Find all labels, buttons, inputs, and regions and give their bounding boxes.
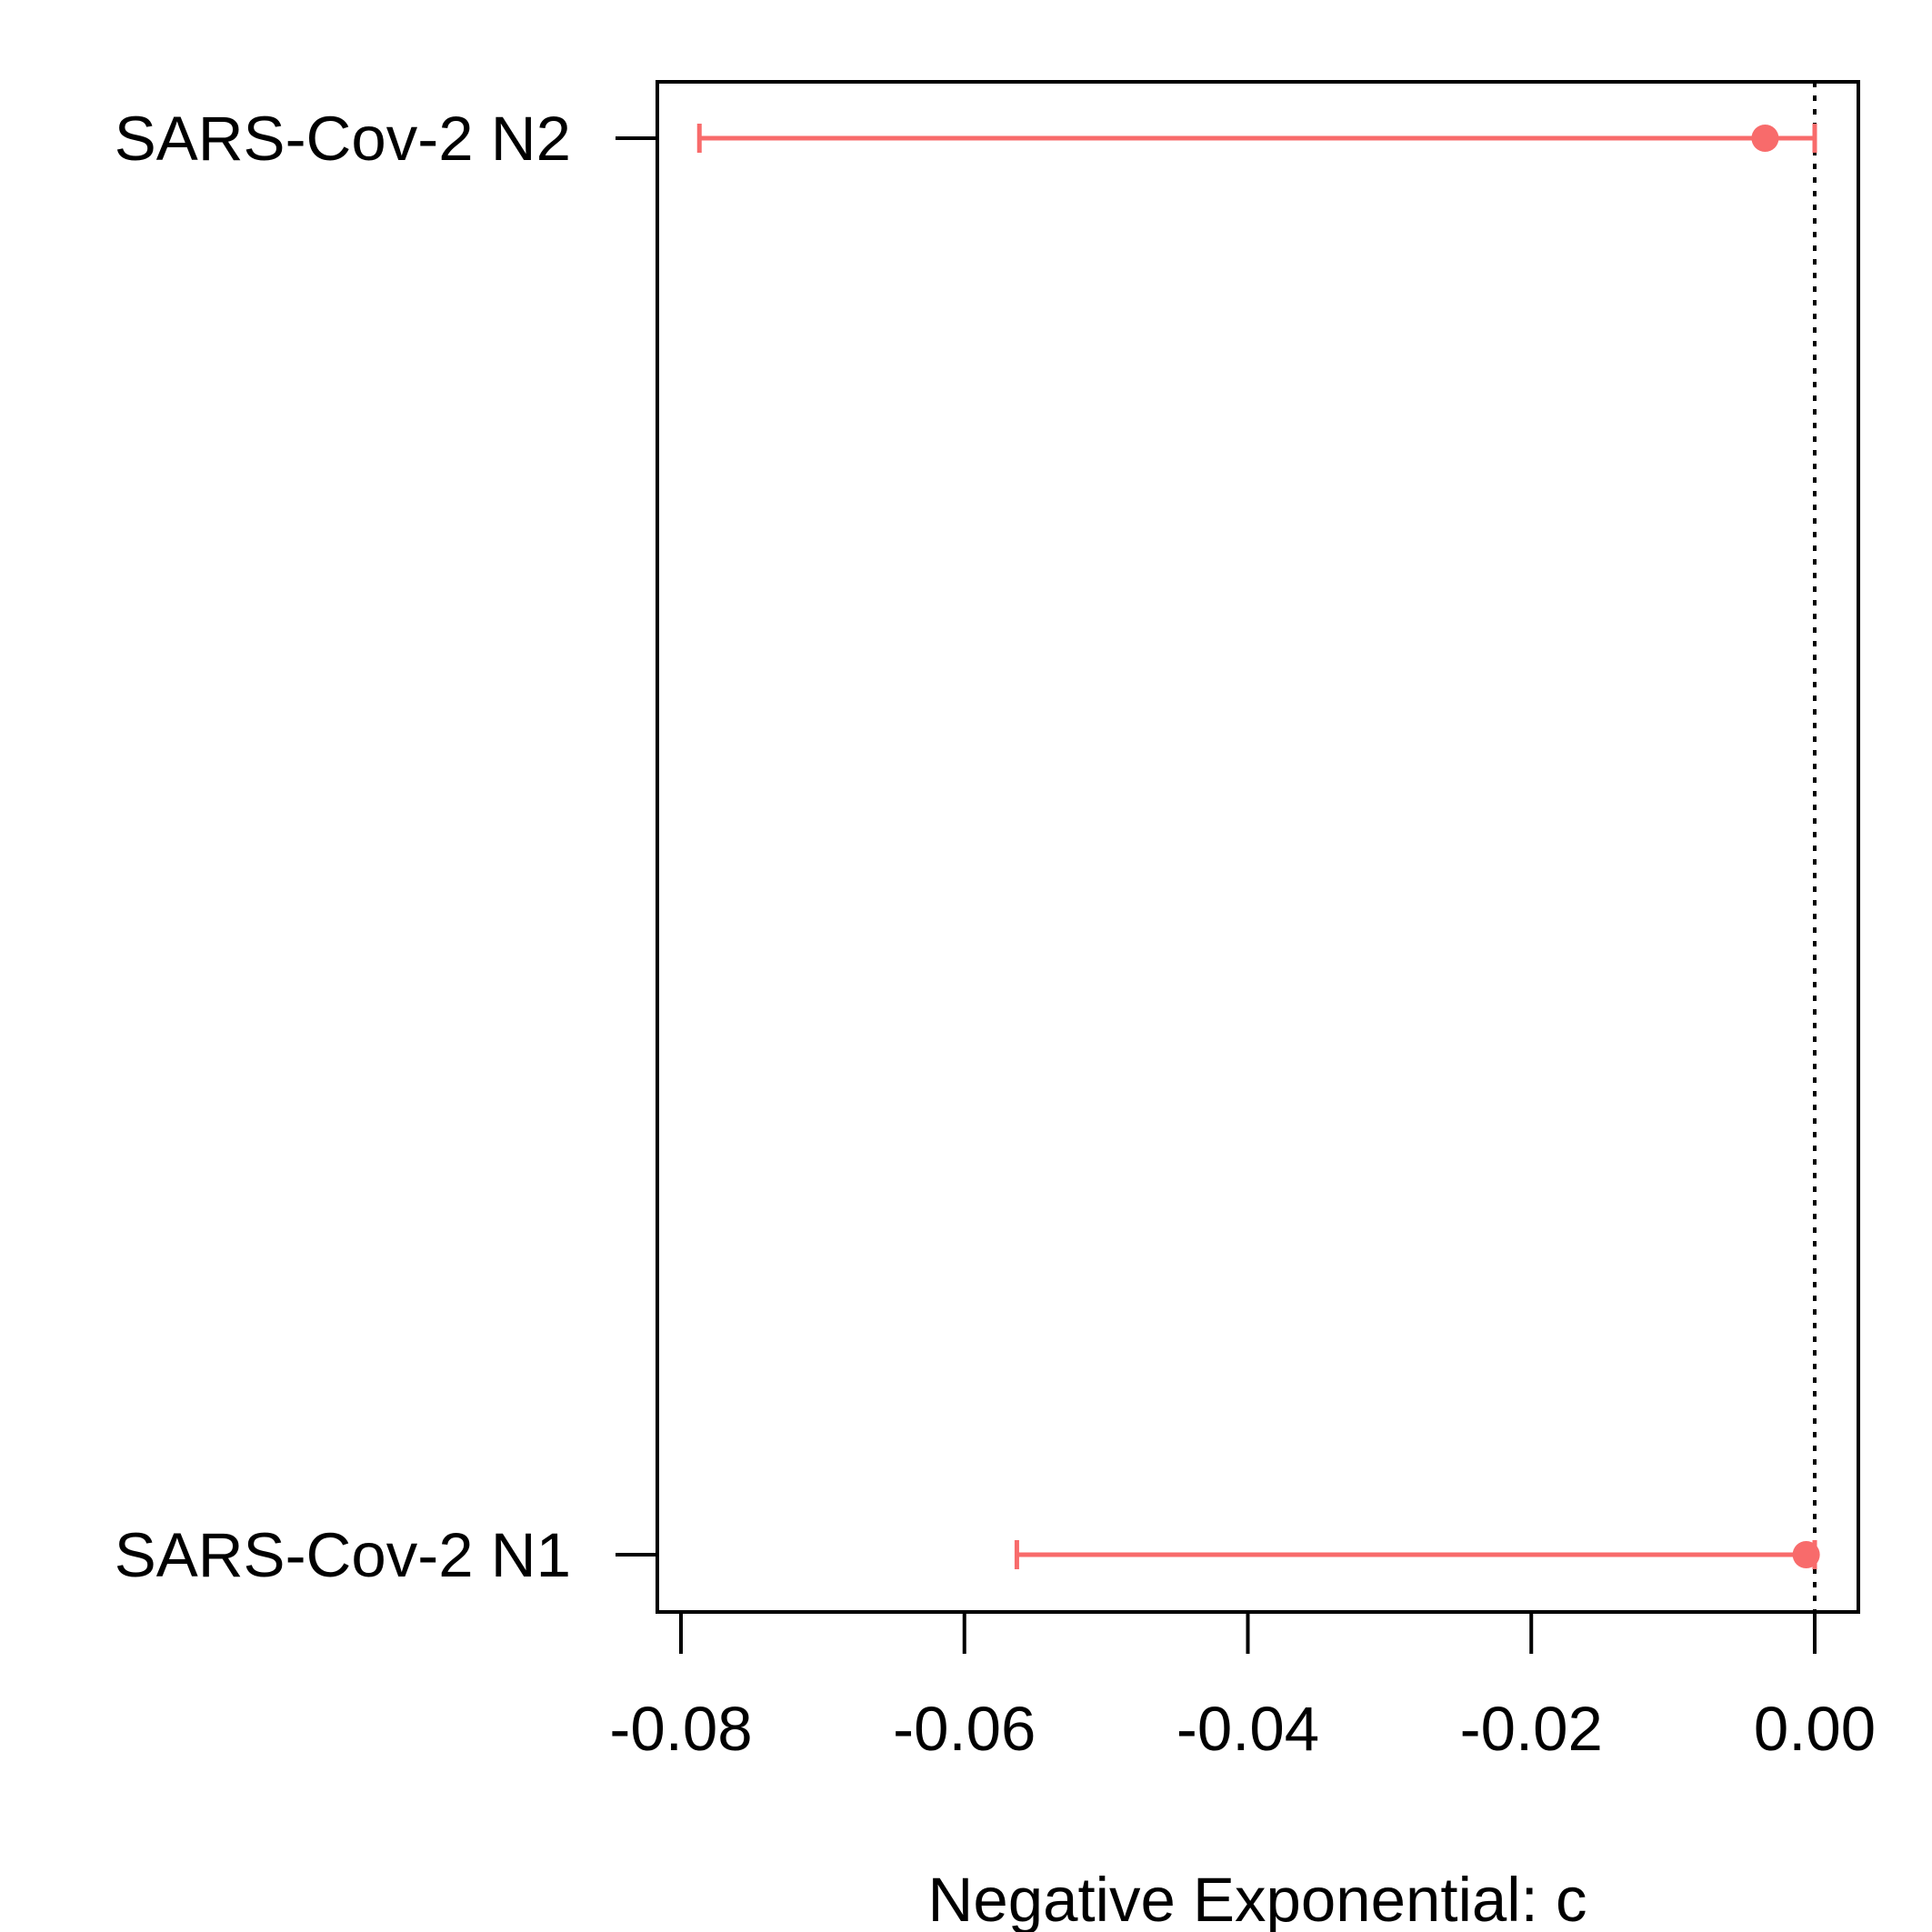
- x-axis-title: Negative Exponential: c: [928, 1865, 1587, 1932]
- x-tick-label: 0.00: [1754, 1694, 1876, 1764]
- plot-frame: [656, 80, 1860, 1614]
- category-label: SARS-Cov-2 N1: [115, 1520, 571, 1590]
- category-label: SARS-Cov-2 N2: [115, 104, 571, 174]
- x-tick-label: -0.06: [893, 1694, 1036, 1764]
- x-tick-label: -0.02: [1460, 1694, 1603, 1764]
- point-estimate: [1792, 1541, 1820, 1568]
- x-tick-label: -0.04: [1176, 1694, 1319, 1764]
- x-tick-label: -0.08: [609, 1694, 752, 1764]
- point-estimate: [1751, 125, 1779, 152]
